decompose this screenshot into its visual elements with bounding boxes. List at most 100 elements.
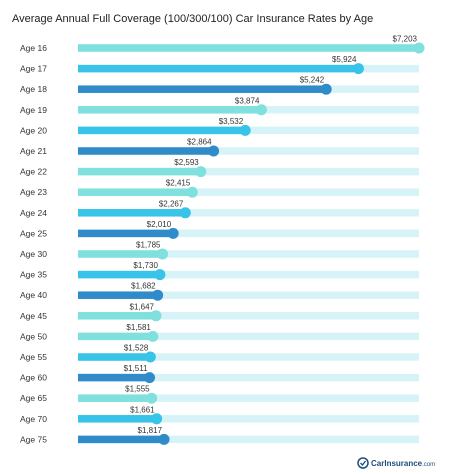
brand-logo-icon [357,457,369,469]
value-label: $5,242 [300,76,325,85]
bar-end-dot [195,166,207,178]
category-label: Age 23 [20,187,47,197]
bar-track [78,209,419,217]
category-label: Age 35 [20,270,47,280]
bar-end-dot [239,124,251,136]
bar-track [78,435,419,444]
bar [78,126,246,135]
chart-rows: Age 16 $7,203 Age 17 $5,924 Age 18 $5,242 Age … [20,35,425,445]
bar [78,353,151,361]
bar [78,270,160,279]
value-label: $1,511 [124,364,148,373]
bar [78,394,152,402]
bar-track [78,147,419,155]
bar-end-dot [147,330,159,342]
bar-track [78,332,419,341]
brand-logo: CarInsurance.com [357,457,435,469]
category-label: Age 50 [20,331,47,341]
bar [78,106,262,114]
bar [78,250,163,258]
bar-track [78,373,419,382]
bar [78,167,201,176]
bar-track [78,415,419,423]
bar [78,312,156,320]
category-label: Age 45 [20,311,47,321]
bar-track [78,270,419,279]
category-label: Age 20 [20,125,47,135]
bar [78,415,157,423]
value-label: $2,593 [174,158,199,167]
bar-track [78,291,419,299]
bar-track [78,353,419,361]
bar-end-dot [152,289,164,301]
category-label: Age 70 [20,414,47,424]
bar-track [78,312,419,320]
value-label: $1,730 [133,261,158,270]
bar-end-dot [144,372,156,384]
value-label: $5,924 [332,55,357,64]
bar-end-dot [144,351,156,363]
value-label: $1,785 [136,241,161,250]
value-label: $2,010 [147,220,172,229]
value-label: $3,532 [219,117,244,126]
bar-track [78,250,419,258]
bar [78,435,165,444]
category-label: Age 40 [20,290,47,300]
bar [78,85,327,93]
category-label: Age 25 [20,228,47,238]
value-label: $1,555 [125,385,150,394]
category-label: Age 16 [20,43,47,53]
value-label: $1,647 [130,302,155,311]
value-label: $2,415 [166,179,191,188]
bar [78,332,153,341]
brand-name-suffix: .com [422,462,435,468]
category-label: Age 24 [20,208,47,218]
category-label: Age 17 [20,64,47,74]
value-label: $3,874 [235,96,260,105]
bar-end-dot [157,248,169,260]
bar [78,44,419,52]
value-label: $1,581 [126,323,151,332]
bar [78,64,359,73]
bar [78,147,214,155]
value-label: $1,817 [138,426,163,435]
bar-end-dot [413,42,425,54]
chart-title: Average Annual Full Coverage (100/300/10… [12,13,373,25]
bar [78,291,158,299]
bar [78,188,193,196]
value-label: $2,864 [187,138,212,147]
category-label: Age 30 [20,249,47,259]
bar-end-dot [208,145,220,157]
bar-track [78,167,419,176]
brand-name: CarInsurance.com [371,459,435,468]
bar-track [78,188,419,196]
bar-end-dot [151,413,163,425]
value-label: $1,682 [131,282,156,291]
category-label: Age 65 [20,393,47,403]
bar-end-dot [167,227,179,239]
bar-end-dot [150,310,162,322]
bar-end-dot [255,104,267,116]
value-label: $2,267 [159,199,184,208]
category-label: Age 60 [20,373,47,383]
category-label: Age 22 [20,167,47,177]
value-label: $7,203 [393,35,418,44]
bar-track [78,394,419,402]
brand-name-text: CarInsurance [371,459,423,468]
bar-end-dot [146,392,158,404]
category-label: Age 19 [20,105,47,115]
category-label: Age 21 [20,146,47,156]
bar [78,229,174,238]
bar-end-dot [158,433,170,445]
brand-logo-check [360,460,367,466]
bar-track [78,229,419,238]
bar [78,373,150,382]
bar-end-dot [179,207,191,219]
bar-end-dot [320,83,332,95]
bar [78,209,186,217]
bar-end-dot [154,269,166,281]
category-label: Age 18 [20,84,47,94]
value-label: $1,528 [124,344,149,353]
category-label: Age 55 [20,352,47,362]
